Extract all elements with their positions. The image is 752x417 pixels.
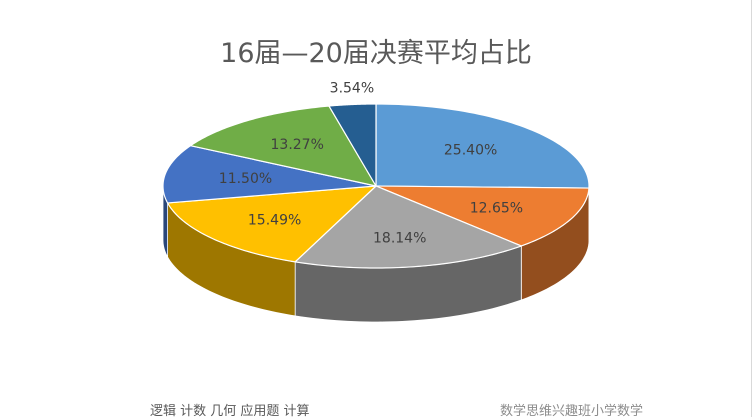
pie-slice (162, 145, 377, 204)
data-label: 3.54% (330, 81, 374, 97)
pie-slice (189, 105, 377, 187)
pie-sides-layer (162, 186, 590, 323)
legend: 逻辑 计数 几何 应用题 计算 数学思维兴趣班小学数学 (150, 403, 643, 417)
pie-slice (167, 185, 377, 263)
pie-slice (375, 103, 590, 189)
pie-slice (294, 185, 522, 269)
data-label: 13.27% (271, 137, 324, 153)
pie-tops-layer (162, 103, 590, 269)
data-label: 25.40% (444, 142, 497, 158)
chart-title: 16届—20届决赛平均占比 (220, 38, 532, 69)
pie-slice (328, 103, 377, 187)
pie-labels-layer: 25.40% 12.65% 18.14% 15.49% 11.50% 13.27% 3.54… (219, 81, 523, 247)
data-label: 15.49% (248, 213, 301, 229)
data-label: 12.65% (470, 201, 523, 217)
pie-slice (375, 185, 590, 247)
legend-text: 逻辑 计数 几何 应用题 计算 (150, 403, 310, 417)
data-label: 18.14% (373, 231, 426, 247)
data-label: 11.50% (219, 171, 272, 187)
watermark: 数学思维兴趣班小学数学 (500, 403, 643, 417)
